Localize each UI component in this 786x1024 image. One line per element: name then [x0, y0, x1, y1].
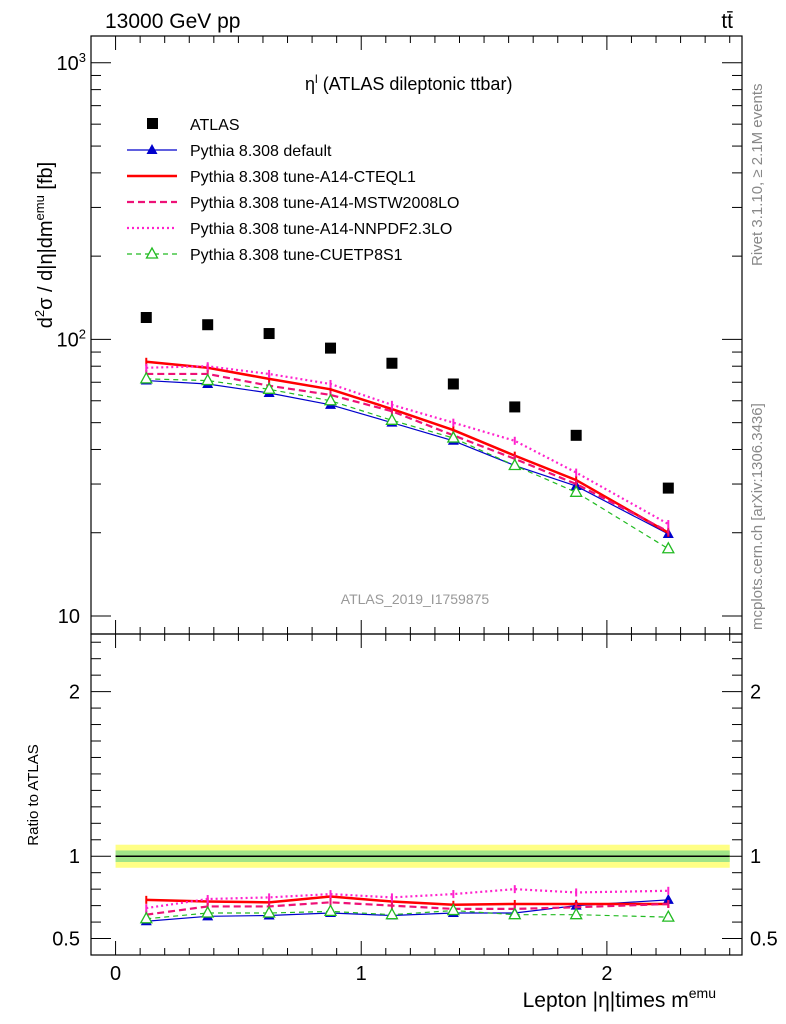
- x-axis-title: Lepton |η|times memu: [523, 985, 716, 1012]
- atlas-point: [202, 319, 214, 331]
- ratio-uncertainty-band: [115, 844, 730, 868]
- ratio-series-1-line: [146, 895, 669, 907]
- legend-marker: [146, 144, 158, 154]
- atlas-point: [570, 429, 582, 441]
- x-tick-label: 1: [356, 963, 367, 985]
- ratio-series: [139, 885, 675, 926]
- series-4-point: [661, 541, 675, 554]
- atlas-point: [140, 312, 152, 324]
- ratio-series-4-point: [139, 911, 153, 924]
- series-1-line: [146, 360, 669, 534]
- series-4-line: [146, 378, 669, 550]
- y-tick-label: 102: [57, 326, 86, 351]
- ratio-series-4-point: [201, 905, 215, 918]
- atlas-point: [386, 357, 398, 369]
- axis-ticks: [91, 36, 742, 956]
- ratio-series-4-point: [323, 904, 338, 917]
- atlas-point: [325, 342, 337, 354]
- ratio-series-0-point: [662, 893, 674, 904]
- series-0-line: [146, 379, 669, 535]
- ratio-series-4-point: [262, 905, 276, 918]
- ratio-y-tick-label-right: 0.5: [750, 929, 778, 951]
- series-4-point: [262, 381, 276, 394]
- plot-title: ηl (ATLAS dileptonic ttbar): [305, 72, 512, 94]
- svg-text:d2σ / d|η|dmemu [fb]: d2σ / d|η|dmemu [fb]: [32, 162, 57, 328]
- ratio-series-4-point: [508, 907, 522, 920]
- ratio-series-4-point: [661, 909, 675, 922]
- series-4-point: [385, 412, 399, 425]
- ratio-y-tick-label-right: 1: [750, 846, 761, 868]
- legend-marker-atlas: [147, 118, 158, 129]
- legend: ATLAS Pythia 8.308 default Pythia 8.308 tu…: [127, 117, 459, 264]
- x-tick-label: 0: [110, 963, 121, 985]
- ratio-y-tick-label: 2: [69, 682, 80, 704]
- series-4-point: [201, 373, 215, 386]
- legend-marker: [145, 246, 159, 259]
- series-4-point: [323, 393, 338, 406]
- header-energy: 13000 GeV pp: [105, 10, 240, 33]
- legend-label: ATLAS: [190, 117, 240, 134]
- legend-label: Pythia 8.308 tune-A14-NNPDF2.3LO: [190, 221, 452, 238]
- main-frame: [90, 35, 743, 635]
- rivet-label: Rivet 3.1.10, ≥ 2.1M events: [749, 84, 766, 267]
- ratio-series-4-point: [446, 903, 460, 916]
- ratio-series-4-point: [385, 907, 399, 920]
- series-4-point: [508, 458, 522, 471]
- legend-label: Pythia 8.308 default: [190, 143, 332, 160]
- atlas-point: [447, 378, 459, 390]
- series-4-point: [139, 371, 153, 384]
- ratio-frame: [90, 633, 743, 956]
- series-3-line: [146, 365, 669, 526]
- atlas-point: [662, 482, 674, 494]
- analysis-tag: ATLAS_2019_I1759875: [341, 591, 490, 607]
- ratio-y-title: Ratio to ATLAS: [25, 744, 42, 845]
- y-tick-label: 10: [58, 606, 80, 628]
- series-4-point: [569, 484, 583, 497]
- legend-label: Pythia 8.308 tune-A14-CTEQL1: [190, 169, 416, 186]
- ratio-y-tick-label: 0.5: [52, 929, 80, 951]
- ratio-y-tick-label: 1: [69, 846, 80, 868]
- series-2-line: [146, 372, 669, 533]
- x-tick-label: 2: [601, 963, 612, 985]
- atlas-point: [263, 328, 275, 340]
- header-process: tt̄: [721, 10, 733, 33]
- legend-label: Pythia 8.308 tune-CUETP8S1: [190, 247, 403, 264]
- main-series: [139, 312, 675, 554]
- ratio-series-4-point: [569, 907, 583, 920]
- ratio-y-tick-label-right: 2: [750, 682, 761, 704]
- legend-label: Pythia 8.308 tune-A14-MSTW2008LO: [190, 195, 459, 212]
- y-axis-title: d2σ / d|η|dmemu [fb]: [32, 162, 57, 328]
- atlas-point: [509, 401, 521, 413]
- mcplots-label: mcplots.cern.ch [arXiv:1306.3436]: [749, 403, 766, 630]
- y-tick-label: 103: [57, 50, 86, 75]
- series-4-point: [446, 430, 460, 443]
